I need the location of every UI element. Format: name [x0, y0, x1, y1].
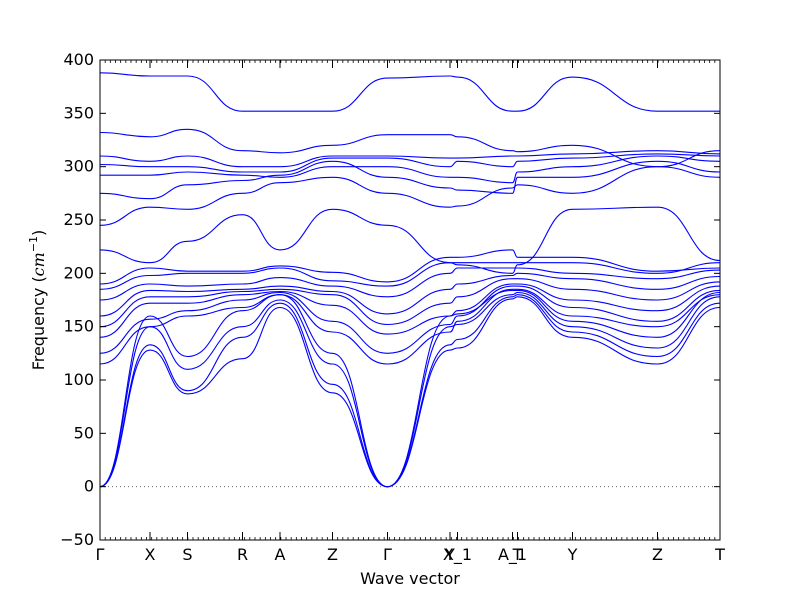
y-axis-label-unit: cm [29, 252, 48, 276]
y-tick-label: 350 [63, 103, 94, 122]
band-line-15 [100, 160, 720, 200]
x-tick-label: X_1 [443, 545, 472, 565]
band-line-17 [100, 153, 720, 173]
x-tick-label: T [714, 545, 725, 564]
y-tick-label: 50 [74, 423, 94, 442]
y-axis-label-exp: −1 [27, 236, 40, 252]
band-line-4 [100, 289, 720, 488]
x-tick-label: S [182, 545, 192, 564]
band-line-8 [100, 278, 720, 328]
y-tick-label: 300 [63, 157, 94, 176]
x-tick-label: Y [567, 545, 578, 564]
x-tick-label: R [237, 545, 248, 564]
band-line-5 [100, 288, 720, 365]
band-line-13 [100, 206, 720, 274]
x-tick-label: X [145, 545, 156, 564]
x-tick-label: Γ [96, 545, 105, 564]
x-tick-label: Γ [383, 545, 392, 564]
x-tick-label: Z [652, 545, 663, 564]
x-axis-label: Wave vector [360, 569, 460, 588]
band-line-19 [100, 128, 720, 168]
x-tick-label: A [275, 545, 286, 564]
band-line-14 [100, 166, 720, 226]
y-tick-label: 100 [63, 370, 94, 389]
y-axis-label: Frequency (cm−1) [27, 230, 48, 371]
band-line-7 [100, 283, 720, 338]
x-tick-label: T [512, 545, 523, 564]
y-axis-label-text: Frequency [29, 288, 48, 371]
y-tick-label: 250 [63, 210, 94, 229]
band-line-11 [100, 262, 720, 290]
band-line-6 [100, 285, 720, 354]
y-tick-label: 150 [63, 317, 94, 336]
plot-frame [99, 59, 721, 541]
band-line-16 [100, 155, 720, 184]
band-line-12 [100, 249, 720, 285]
band-line-18 [100, 150, 720, 168]
x-tick-label: A_1 [498, 545, 527, 565]
y-tick-label: 400 [63, 50, 94, 69]
y-tick-label: 200 [63, 263, 94, 282]
y-tick-label: 0 [84, 477, 94, 496]
series-layer [100, 72, 720, 488]
x-tick-label: Z [327, 545, 338, 564]
band-line-2 [100, 294, 720, 488]
svg-text:Frequency (cm−1): Frequency (cm−1) [27, 230, 48, 371]
y-tick-label: −50 [60, 530, 94, 549]
band-line-9 [100, 272, 720, 317]
band-line-10 [100, 267, 720, 301]
x-tick-label: Y [444, 545, 455, 564]
band-line-20 [100, 72, 720, 112]
